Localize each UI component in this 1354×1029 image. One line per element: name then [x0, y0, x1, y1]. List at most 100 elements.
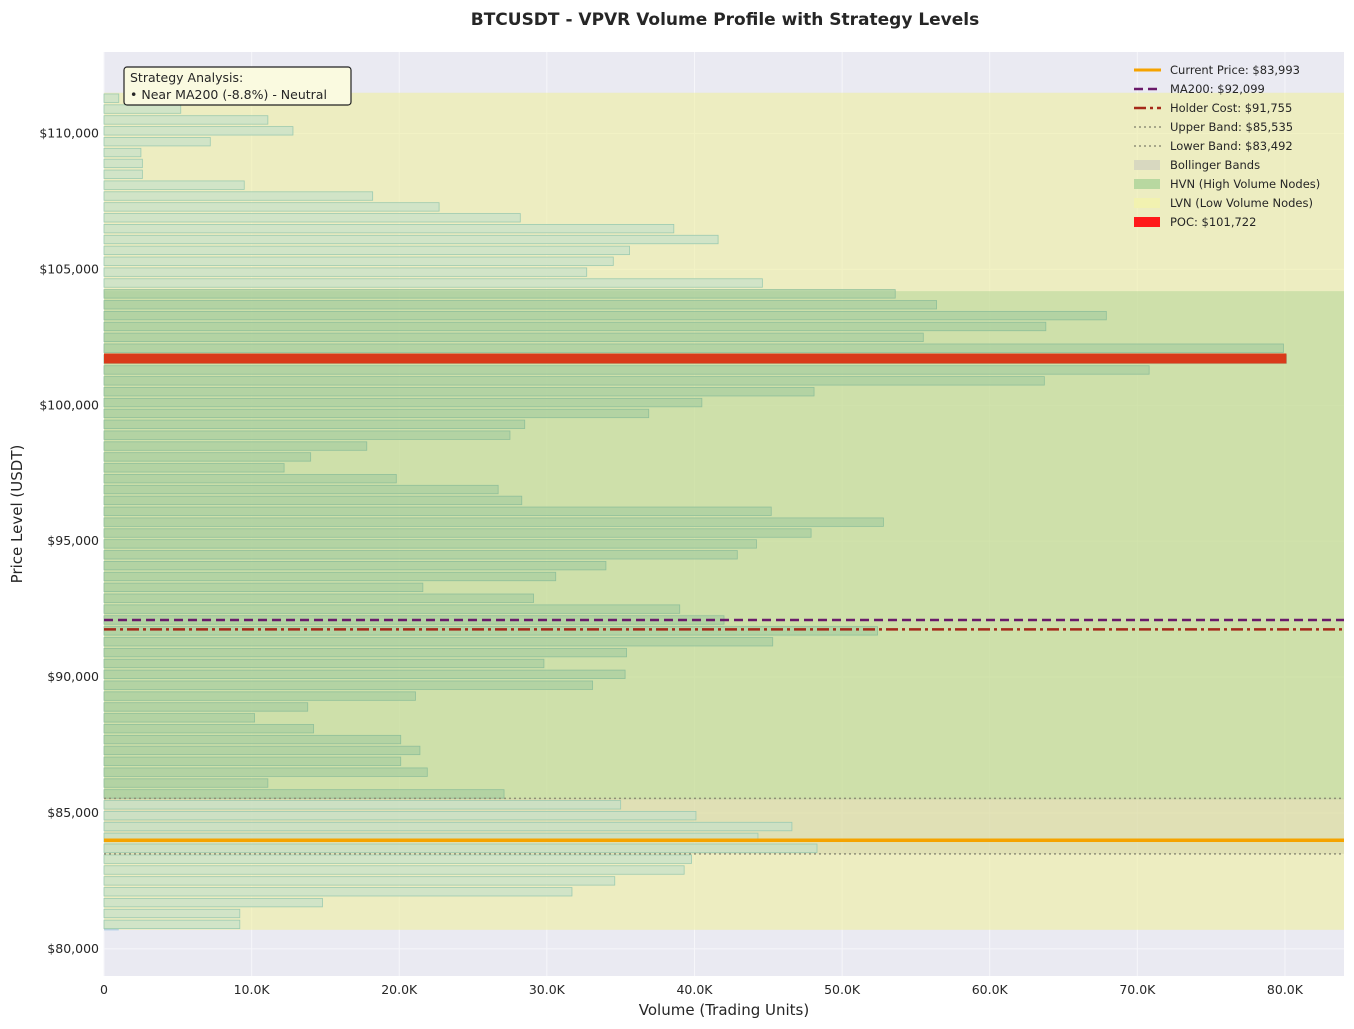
volume-bar	[103, 180, 245, 190]
volume-bar	[103, 300, 937, 310]
volume-bar	[103, 104, 182, 114]
volume-bar	[103, 191, 374, 201]
annotation-line-2: • Near MA200 (-8.8%) - Neutral	[130, 87, 327, 102]
legend: Current Price: $83,993 MA200: $92,099 Hold…	[1134, 63, 1320, 229]
volume-bar	[103, 408, 650, 419]
y-tick-label: $100,000	[39, 397, 99, 412]
volume-bar	[103, 115, 269, 125]
volume-bar	[103, 484, 499, 495]
volume-bar	[103, 691, 416, 701]
volume-bar	[103, 213, 521, 223]
volume-bar	[103, 387, 815, 397]
volume-bar	[103, 756, 402, 766]
x-axis-ticks: 0 10.0K 20.0K 30.0K 40.0K 50.0K 60.0K 70.0K 80.0…	[100, 982, 1304, 997]
volume-bar	[103, 647, 627, 658]
volume-bar	[103, 93, 120, 103]
volume-bar	[103, 506, 772, 516]
volume-bar	[103, 289, 896, 299]
volume-bar	[103, 669, 626, 679]
volume-bar	[103, 310, 1107, 321]
volume-bar	[103, 419, 526, 429]
volume-bar	[103, 550, 738, 560]
volume-bar	[103, 365, 1150, 375]
volume-bar	[103, 724, 315, 734]
volume-bar	[103, 517, 884, 527]
volume-bar	[103, 734, 402, 745]
legend-label: MA200: $92,099	[1170, 82, 1265, 96]
x-tick-label: 10.0K	[234, 982, 271, 997]
x-tick-label: 0	[100, 982, 108, 997]
volume-bar	[103, 593, 534, 603]
volume-bar	[103, 474, 397, 484]
volume-bar	[103, 321, 1047, 332]
volume-bar	[103, 376, 1045, 386]
volume-bar	[103, 582, 424, 593]
volume-bar	[103, 441, 368, 451]
volume-bar	[103, 256, 614, 266]
volume-bar	[103, 713, 255, 723]
volume-bar	[103, 821, 793, 832]
y-tick-label: $110,000	[39, 126, 99, 141]
volume-bar	[103, 245, 630, 256]
volume-bar	[103, 604, 681, 614]
chart-title: BTCUSDT - VPVR Volume Profile with Strat…	[471, 10, 980, 30]
volume-bar	[103, 158, 143, 169]
poc-bar	[104, 353, 1287, 364]
y-tick-label: $95,000	[47, 533, 99, 548]
x-tick-label: 30.0K	[529, 982, 566, 997]
volume-bar	[103, 854, 692, 864]
y-tick-label: $105,000	[39, 261, 99, 276]
volume-bar	[103, 919, 241, 929]
x-tick-label: 60.0K	[972, 982, 1009, 997]
volume-bar	[103, 778, 269, 788]
volume-bar	[103, 767, 428, 777]
legend-swatch-patch	[1134, 179, 1160, 189]
x-axis-label: Volume (Trading Units)	[639, 1001, 809, 1019]
volume-bar	[103, 278, 763, 288]
volume-bar	[103, 811, 697, 821]
volume-bar	[103, 887, 573, 897]
volume-bar	[103, 332, 924, 342]
annotation-line-1: Strategy Analysis:	[130, 70, 243, 85]
volume-bar	[103, 876, 616, 886]
volume-bar	[103, 452, 312, 462]
strategy-annotation: Strategy Analysis: • Near MA200 (-8.8%) …	[123, 66, 352, 106]
volume-bar	[103, 843, 818, 853]
volume-bar	[103, 561, 607, 571]
volume-bar	[103, 267, 588, 277]
legend-label: Lower Band: $83,492	[1170, 139, 1293, 153]
zones	[104, 92, 1344, 930]
volume-bar	[103, 865, 685, 875]
legend-label: Holder Cost: $91,755	[1170, 101, 1292, 115]
volume-bar	[103, 430, 511, 440]
x-tick-label: 20.0K	[381, 982, 418, 997]
y-tick-label: $80,000	[47, 941, 99, 956]
annotation-box	[123, 66, 352, 106]
volume-bar	[103, 800, 622, 810]
volume-bar	[103, 680, 594, 690]
volume-bar	[103, 126, 294, 136]
legend-label: Bollinger Bands	[1170, 158, 1260, 172]
volume-bar	[103, 343, 1284, 353]
volume-bar	[103, 463, 285, 473]
volume-bar	[103, 789, 505, 799]
volume-bar	[103, 169, 143, 179]
volume-bar	[103, 202, 440, 212]
volume-bar	[103, 539, 757, 549]
legend-label: HVN (High Volume Nodes)	[1170, 177, 1320, 191]
volume-bar	[103, 224, 675, 234]
volume-bar	[103, 495, 523, 506]
y-tick-label: $85,000	[47, 805, 99, 820]
y-axis-ticks: $80,000 $85,000 $90,000 $95,000 $100,000 $105…	[39, 126, 99, 956]
y-tick-label: $90,000	[47, 669, 99, 684]
volume-bar	[103, 702, 309, 712]
legend-swatch-patch	[1134, 217, 1160, 227]
x-tick-label: 70.0K	[1119, 982, 1156, 997]
volume-bar	[103, 528, 812, 538]
volume-bar	[103, 626, 878, 636]
volume-bar	[103, 234, 719, 245]
legend-label: LVN (Low Volume Nodes)	[1170, 196, 1313, 210]
volume-bar	[103, 397, 703, 408]
volume-bar	[103, 897, 323, 908]
